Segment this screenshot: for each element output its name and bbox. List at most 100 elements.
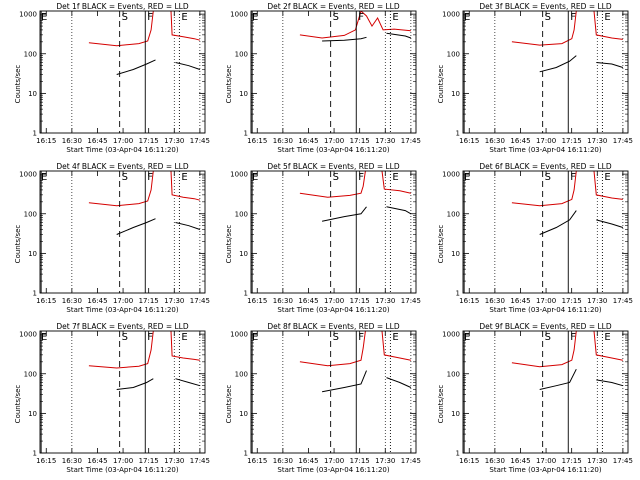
y-tick-label: 1000 (19, 11, 37, 19)
marker-label-s: S (122, 172, 128, 183)
y-tick-label: 1 (33, 450, 37, 458)
y-tick-label: 10 (28, 90, 37, 98)
marker-label-f: F (358, 12, 364, 23)
events-series-line (539, 55, 577, 73)
panel-title: Det 5f BLACK = Events, RED = LLD (267, 162, 400, 171)
x-tick-label: 17:15 (350, 297, 370, 305)
marker-label-s: S (333, 172, 339, 183)
x-tick-label: 16:30 (485, 137, 505, 145)
x-tick-label: 16:15 (247, 297, 267, 305)
x-tick-label: 17:30 (375, 137, 395, 145)
lld-series-line (381, 331, 411, 361)
events-series-line (175, 222, 201, 230)
x-tick-label: 17:45 (613, 297, 633, 305)
marker-label-s: S (122, 332, 128, 343)
y-axis-label: Counts/sec (225, 65, 233, 104)
x-tick-label: 17:15 (139, 297, 159, 305)
x-axis-label: Start Time (03-Apr-04 16:11:20) (489, 306, 601, 314)
x-tick-label: 16:15 (459, 457, 479, 465)
plot-frame (462, 10, 629, 134)
marker-label-f: F (570, 172, 576, 183)
lld-series-line (511, 331, 577, 368)
x-tick-label: 16:45 (298, 137, 318, 145)
x-tick-label: 16:15 (459, 297, 479, 305)
x-tick-label: 16:15 (36, 137, 56, 145)
x-tick-label: 17:00 (113, 457, 133, 465)
lld-series-line (88, 331, 154, 369)
marker-label-e-left: E (464, 332, 470, 343)
x-axis-label: Start Time (03-Apr-04 16:11:20) (489, 466, 601, 474)
x-tick-label: 16:45 (510, 297, 530, 305)
lld-series-line (381, 171, 412, 194)
x-tick-label: 17:30 (164, 457, 184, 465)
panel-det-4: 1 10 100 1000 16:15 16:30 16:45 17:00 17:15 17:30… (14, 162, 210, 314)
marker-label-e: E (181, 172, 187, 183)
plot-frame (462, 330, 629, 454)
y-tick-label: 100 (24, 50, 37, 58)
y-axis-label: Counts/sec (14, 65, 22, 104)
y-axis-label: Counts/sec (225, 385, 233, 424)
y-tick-label: 1000 (230, 331, 248, 339)
lld-series-line (593, 171, 623, 200)
x-tick-label: 17:30 (375, 297, 395, 305)
y-axis-label: Counts/sec (14, 225, 22, 264)
events-series-line (116, 218, 156, 235)
y-tick-label: 100 (24, 370, 37, 378)
y-tick-label: 1 (244, 130, 248, 138)
y-tick-label: 1000 (442, 331, 460, 339)
x-axis-label: Start Time (03-Apr-04 16:11:20) (277, 146, 389, 154)
y-tick-label: 100 (235, 370, 248, 378)
y-tick-label: 1 (456, 290, 460, 298)
x-tick-label: 16:45 (510, 137, 530, 145)
x-tick-label: 17:45 (401, 457, 421, 465)
panel-title: Det 3f BLACK = Events, RED = LLD (479, 2, 612, 11)
events-series-line (596, 379, 624, 387)
y-tick-label: 1 (244, 290, 248, 298)
events-series-line (322, 36, 367, 42)
marker-label-e-left: E (41, 172, 47, 183)
panel-title: Det 9f BLACK = Events, RED = LLD (479, 322, 612, 331)
marker-label-e: E (392, 332, 398, 343)
x-tick-label: 17:45 (190, 457, 210, 465)
y-tick-label: 10 (239, 250, 248, 258)
y-axis-label: Counts/sec (14, 385, 22, 424)
x-tick-label: 17:30 (375, 457, 395, 465)
y-tick-label: 1 (244, 450, 248, 458)
marker-label-f: F (147, 332, 153, 343)
x-tick-label: 16:45 (87, 297, 107, 305)
x-tick-label: 17:15 (350, 137, 370, 145)
marker-label-f: F (147, 172, 153, 183)
x-tick-label: 16:30 (485, 297, 505, 305)
plot-frame (39, 330, 206, 454)
y-axis-label: Counts/sec (437, 225, 445, 264)
y-tick-label: 10 (239, 410, 248, 418)
x-axis-label: Start Time (03-Apr-04 16:11:20) (66, 466, 178, 474)
x-axis-label: Start Time (03-Apr-04 16:11:20) (66, 306, 178, 314)
panel-det-3: 1 10 100 1000 16:15 16:30 16:45 17:00 17:15 17:30… (437, 2, 633, 154)
x-tick-label: 17:30 (587, 297, 607, 305)
x-tick-label: 16:45 (87, 457, 107, 465)
y-tick-label: 1 (33, 290, 37, 298)
x-tick-label: 17:00 (113, 297, 133, 305)
x-tick-label: 17:15 (139, 137, 159, 145)
x-tick-label: 17:00 (536, 137, 556, 145)
y-tick-label: 100 (24, 210, 37, 218)
x-tick-label: 16:45 (298, 457, 318, 465)
panel-title: Det 4f BLACK = Events, RED = LLD (56, 162, 189, 171)
x-tick-label: 16:30 (485, 457, 505, 465)
lld-series-line (299, 171, 366, 198)
marker-label-s: S (122, 12, 128, 23)
lld-series-line (170, 331, 200, 361)
events-series-line (386, 206, 412, 215)
x-tick-label: 16:15 (36, 297, 56, 305)
marker-label-f: F (358, 332, 364, 343)
marker-label-f: F (570, 332, 576, 343)
y-tick-label: 10 (28, 410, 37, 418)
lld-series-line (593, 331, 623, 361)
x-tick-label: 17:45 (401, 137, 421, 145)
y-tick-label: 10 (28, 250, 37, 258)
events-series-line (596, 62, 624, 68)
marker-label-s: S (545, 12, 551, 23)
panel-det-1: 1 10 100 1000 16:15 16:30 16:45 17:00 17:15 17:30… (14, 2, 210, 154)
y-tick-label: 1000 (442, 171, 460, 179)
